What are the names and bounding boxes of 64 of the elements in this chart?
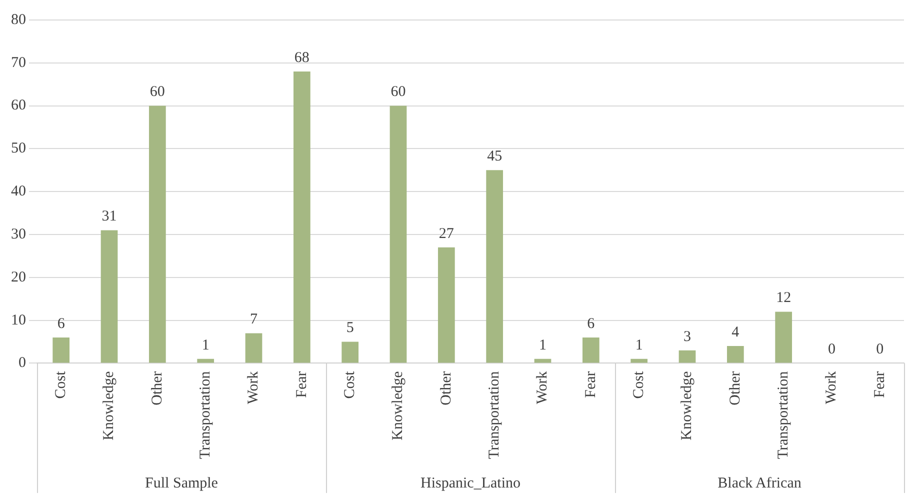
x-tick-label: Transportation (776, 370, 792, 459)
x-tick-label: Work (246, 370, 262, 404)
bar (100, 230, 118, 363)
bar (678, 350, 696, 363)
bar (342, 342, 359, 363)
data-label: 0 (828, 342, 836, 358)
bar (52, 337, 70, 363)
bar (534, 358, 552, 363)
bar (148, 106, 166, 363)
data-label: 6 (587, 316, 596, 332)
data-label: 27 (438, 226, 454, 242)
data-label: 12 (776, 290, 792, 306)
text: Black African (718, 475, 802, 492)
data-label: 31 (102, 208, 117, 225)
data-label: 1 (539, 337, 546, 354)
x-tick-label: Work (824, 370, 840, 404)
data-label: 5 (346, 320, 354, 336)
x-tick-label: Other (727, 371, 744, 406)
bar (245, 333, 262, 363)
data-label: 3 (684, 328, 691, 345)
data-label: 0 (876, 342, 884, 358)
x-tick-label: Other (438, 371, 454, 406)
y-tick-label: 0 (18, 355, 26, 372)
x-tick-label: Fear (294, 371, 310, 398)
text: Hispanic_Latino (420, 475, 520, 492)
y-tick-label: 10 (11, 312, 26, 328)
x-tick-label: Cost (53, 370, 70, 399)
data-label: 60 (150, 84, 165, 100)
x-tick-label: Cost (342, 370, 358, 399)
data-label: 60 (390, 84, 406, 100)
bar (390, 106, 407, 363)
x-tick-label: Fear (872, 371, 888, 398)
x-tick-label: Work (534, 370, 551, 404)
x-tick-label: Transportation (198, 370, 214, 459)
y-tick-label: 30 (11, 226, 26, 242)
bar (582, 337, 600, 363)
bar (486, 170, 504, 363)
y-tick-label: 40 (11, 184, 26, 200)
data-label: 1 (202, 337, 210, 354)
data-label: 7 (250, 312, 258, 328)
x-tick-label: Transportation (486, 370, 503, 459)
data-label: 6 (57, 316, 66, 332)
x-tick-label: Other (149, 371, 166, 406)
y-tick-label: 70 (11, 54, 26, 71)
y-tick-label: 50 (11, 140, 26, 157)
y-tick-label: 80 (11, 12, 26, 28)
bar (726, 346, 744, 363)
bar (438, 247, 455, 363)
data-label: 4 (732, 324, 740, 340)
bar (197, 358, 214, 363)
x-tick-label: Knowledge (101, 370, 118, 440)
text: Full Sample (145, 475, 218, 492)
x-tick-label: Knowledge (390, 370, 406, 440)
y-tick-label: 60 (11, 98, 26, 114)
x-tick-label: Cost (631, 370, 648, 399)
bar (775, 312, 792, 363)
x-tick-label: Fear (582, 371, 599, 398)
y-tick-label: 20 (11, 269, 26, 286)
data-label: 68 (294, 50, 310, 66)
x-tick-label: Knowledge (679, 370, 696, 440)
bar (293, 71, 310, 363)
data-label: 1 (635, 337, 643, 354)
data-label: 45 (487, 148, 502, 165)
bar (630, 358, 648, 363)
